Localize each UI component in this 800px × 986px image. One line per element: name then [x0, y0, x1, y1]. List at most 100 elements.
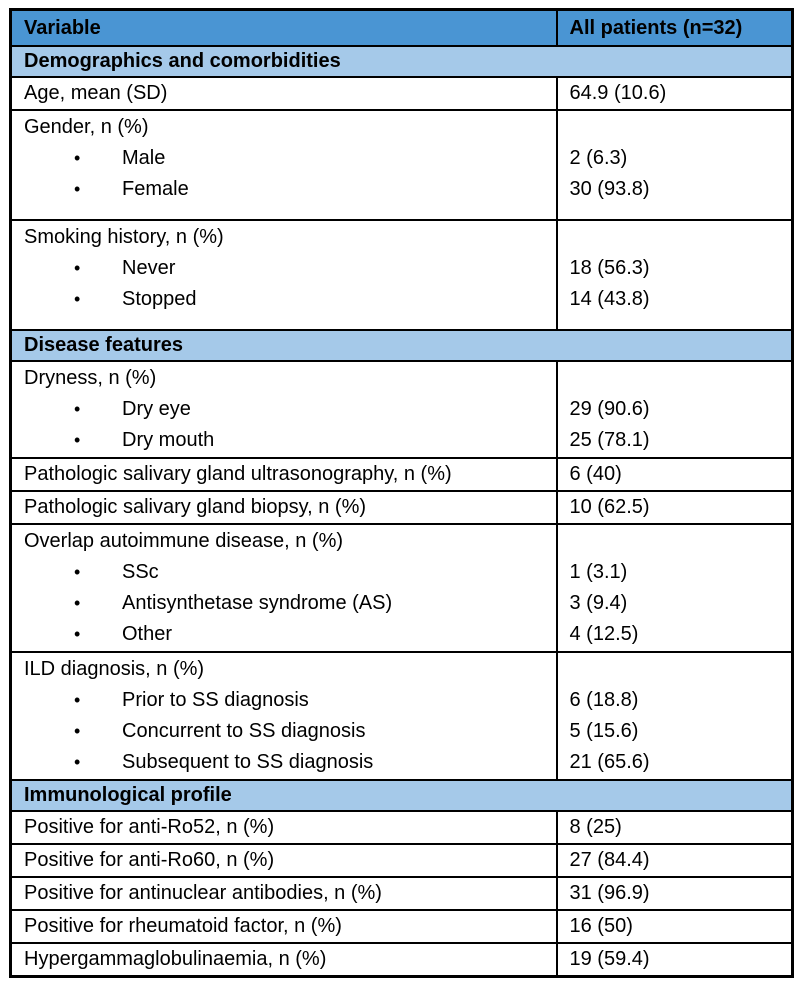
value-line: 21 (65.6): [569, 751, 650, 773]
bullet-icon: •: [74, 593, 81, 613]
column-header-all-patients: All patients (n=32): [555, 8, 794, 47]
section-header-row: Immunological profile: [9, 779, 794, 812]
row-label: Hypergammaglobulinaemia, n (%): [9, 942, 558, 978]
bullet-item-label: Female: [122, 178, 189, 200]
value-spacer: [570, 526, 782, 557]
table-row-anti-ro52: Positive for anti-Ro52, n (%) 8 (25): [9, 810, 794, 845]
value-line: 14 (43.8): [569, 288, 650, 310]
bullet-item: • SSc: [24, 557, 546, 588]
row-label-cell: Dryness, n (%) • Dry eye • Dry mouth: [9, 360, 558, 459]
row-label: Age, mean (SD): [9, 76, 558, 111]
bullet-item: • Never: [24, 253, 546, 284]
value-line: 1 (3.1): [569, 561, 628, 583]
bullet-item: • Dry eye: [24, 394, 546, 425]
row-label: Positive for rheumatoid factor, n (%): [9, 909, 558, 944]
table-header-row: Variable All patients (n=32): [9, 8, 794, 47]
value-line: 6 (18.8): [569, 689, 639, 711]
bullet-item: • Male: [24, 143, 546, 174]
row-label-cell: ILD diagnosis, n (%) • Prior to SS diagn…: [9, 651, 558, 781]
row-value: 64.9 (10.6): [555, 76, 794, 111]
row-label-cell: Smoking history, n (%) • Never • Stopped: [9, 219, 558, 331]
row-value-cell: 2 (6.3) 30 (93.8): [555, 109, 794, 221]
bullet-item: • Other: [24, 619, 546, 650]
table-row-gender: Gender, n (%) • Male • Female 2 (6.3) 30…: [9, 109, 794, 221]
bullet-item-label: Prior to SS diagnosis: [122, 689, 309, 711]
value-spacer: [570, 222, 782, 253]
table-row-smoking: Smoking history, n (%) • Never • Stopped…: [9, 219, 794, 331]
row-value-cell: 18 (56.3) 14 (43.8): [555, 219, 794, 331]
bullet-item-label: Stopped: [122, 288, 197, 310]
value-line: 2 (6.3): [569, 147, 628, 169]
bullet-item: • Prior to SS diagnosis: [24, 685, 546, 716]
row-value: 27 (84.4): [555, 843, 794, 878]
value-spacer: [570, 363, 782, 394]
bullet-item: • Dry mouth: [24, 425, 546, 456]
section-title-demographics: Demographics and comorbidities: [9, 45, 794, 78]
bullet-item-label: Male: [122, 147, 166, 169]
bullet-item-label: Other: [122, 623, 173, 645]
row-value: 10 (62.5): [555, 490, 794, 525]
bullet-item-label: Antisynthetase syndrome (AS): [122, 592, 393, 614]
bullet-item-label: Subsequent to SS diagnosis: [122, 751, 374, 773]
table-row-overlap-autoimmune: Overlap autoimmune disease, n (%) • SSc …: [9, 523, 794, 653]
row-label: Gender, n (%): [24, 116, 149, 138]
value-spacer: [570, 654, 782, 685]
bullet-icon: •: [74, 721, 81, 741]
bullet-item-label: Never: [122, 257, 176, 279]
section-header-row: Demographics and comorbidities: [9, 45, 794, 78]
bullet-icon: •: [74, 148, 81, 168]
value-line: 4 (12.5): [569, 623, 639, 645]
row-value: 31 (96.9): [555, 876, 794, 911]
value-line: 3 (9.4): [569, 592, 628, 614]
section-title-disease-features: Disease features: [9, 329, 794, 362]
value-line: 5 (15.6): [569, 720, 639, 742]
row-label-cell: Overlap autoimmune disease, n (%) • SSc …: [9, 523, 558, 653]
section-header-row: Disease features: [9, 329, 794, 362]
row-value: 8 (25): [555, 810, 794, 845]
bullet-icon: •: [74, 624, 81, 644]
bullet-item: • Antisynthetase syndrome (AS): [24, 588, 546, 619]
table-row-ultrasonography: Pathologic salivary gland ultrasonograph…: [9, 457, 794, 492]
column-header-variable: Variable: [9, 8, 558, 47]
patient-characteristics-table: Variable All patients (n=32) Demographic…: [9, 8, 794, 978]
row-value: 6 (40): [555, 457, 794, 492]
row-label: Smoking history, n (%): [24, 226, 224, 248]
row-value: 19 (59.4): [555, 942, 794, 978]
table-row-anti-ro60: Positive for anti-Ro60, n (%) 27 (84.4): [9, 843, 794, 878]
row-label: Dryness, n (%): [24, 367, 157, 389]
row-value-cell: 29 (90.6) 25 (78.1): [555, 360, 794, 459]
bullet-icon: •: [74, 752, 81, 772]
bullet-item: • Subsequent to SS diagnosis: [24, 747, 546, 778]
value-line: 29 (90.6): [569, 398, 650, 420]
table-row-ild-diagnosis: ILD diagnosis, n (%) • Prior to SS diagn…: [9, 651, 794, 781]
row-label-cell: Gender, n (%) • Male • Female: [9, 109, 558, 221]
row-value: 16 (50): [555, 909, 794, 944]
bullet-item: • Stopped: [24, 284, 546, 315]
bullet-icon: •: [74, 690, 81, 710]
bullet-icon: •: [74, 562, 81, 582]
bullet-icon: •: [74, 430, 81, 450]
table-row-antinuclear: Positive for antinuclear antibodies, n (…: [9, 876, 794, 911]
row-label: ILD diagnosis, n (%): [24, 658, 205, 680]
bullet-icon: •: [74, 289, 81, 309]
value-line: 30 (93.8): [569, 178, 650, 200]
table-row-rheumatoid-factor: Positive for rheumatoid factor, n (%) 16…: [9, 909, 794, 944]
row-label: Pathologic salivary gland ultrasonograph…: [9, 457, 558, 492]
bullet-item: • Concurrent to SS diagnosis: [24, 716, 546, 747]
bullet-icon: •: [74, 179, 81, 199]
table-row-dryness: Dryness, n (%) • Dry eye • Dry mouth 29 …: [9, 360, 794, 459]
row-label: Positive for anti-Ro52, n (%): [9, 810, 558, 845]
value-line: 25 (78.1): [569, 429, 650, 451]
bullet-icon: •: [74, 258, 81, 278]
bullet-icon: •: [74, 399, 81, 419]
bullet-item: • Female: [24, 174, 546, 205]
row-value-cell: 1 (3.1) 3 (9.4) 4 (12.5): [555, 523, 794, 653]
row-label: Overlap autoimmune disease, n (%): [24, 530, 344, 552]
bullet-item-label: Concurrent to SS diagnosis: [122, 720, 366, 742]
row-value-cell: 6 (18.8) 5 (15.6) 21 (65.6): [555, 651, 794, 781]
bullet-item-label: SSc: [122, 561, 159, 583]
table-row-hypergammaglobulinaemia: Hypergammaglobulinaemia, n (%) 19 (59.4): [9, 942, 794, 978]
section-title-immunological: Immunological profile: [9, 779, 794, 812]
bullet-item-label: Dry mouth: [122, 429, 215, 451]
